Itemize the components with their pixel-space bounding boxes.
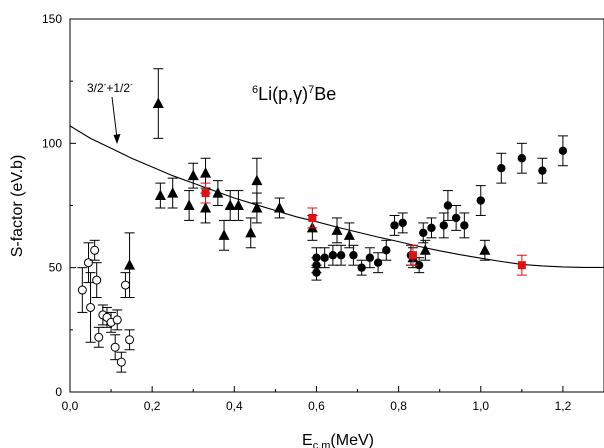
- filled-circle-point: [349, 251, 358, 260]
- filled-circle-point: [497, 164, 506, 173]
- open-circle-point: [94, 332, 104, 342]
- filled-circle-point: [382, 246, 391, 255]
- filled-circle-point: [517, 154, 527, 163]
- open-circle-point: [112, 315, 122, 325]
- y-axis-ticks: 0 50 100 150: [42, 12, 76, 399]
- triangle-point: [245, 226, 257, 238]
- triangle-point: [251, 174, 263, 186]
- triangle-point: [224, 199, 236, 210]
- open-circle-point: [90, 245, 100, 255]
- filled-circle-point: [390, 221, 399, 230]
- triangle-point: [167, 187, 179, 198]
- y-tick-label: 50: [49, 261, 63, 275]
- open-circle-point: [120, 280, 130, 290]
- triangle-point: [343, 229, 355, 240]
- filled-circle-point: [336, 251, 346, 260]
- filled-circle-point: [373, 258, 383, 267]
- triangle-point: [251, 201, 263, 213]
- annotation-arrow: [111, 96, 121, 144]
- red-square-point: [201, 189, 210, 198]
- theory-curve: [69, 125, 604, 268]
- filled-circle-point: [365, 253, 375, 262]
- filled-circle-point: [427, 223, 436, 233]
- filled-circle-point: [312, 253, 321, 262]
- curve-annotation: 3/2-+1/2-: [87, 80, 133, 95]
- open-circle-point: [116, 357, 126, 367]
- triangle-point: [479, 244, 491, 255]
- filled-circle-point: [328, 251, 338, 260]
- x-tick-label: 0,6: [308, 399, 325, 413]
- reaction-label: 6Li(p,γ)7Be: [252, 84, 336, 104]
- filled-circle-point: [398, 218, 407, 228]
- theory-curve-group: [69, 125, 604, 268]
- triangle-point: [218, 229, 230, 240]
- x-tick-label: 0,0: [62, 399, 79, 413]
- triangle-point: [212, 187, 224, 198]
- triangle-point: [232, 199, 244, 210]
- y-tick-label: 150: [42, 12, 62, 26]
- triangle-point: [124, 259, 136, 270]
- y-tick-label: 100: [42, 136, 62, 150]
- data-points-group: [77, 68, 568, 373]
- filled-circle-point: [414, 260, 424, 270]
- filled-circle-point: [357, 263, 366, 272]
- triangle-point: [187, 169, 199, 181]
- filled-circle-point: [439, 221, 448, 230]
- triangle-point: [200, 167, 212, 178]
- red-square-point: [408, 251, 417, 260]
- open-circle-point: [92, 275, 102, 285]
- open-circle-point: [110, 342, 120, 352]
- filled-circle-point: [443, 201, 453, 210]
- y-axis-label: S-factor (eV.b): [9, 155, 26, 258]
- x-tick-label: 1,0: [472, 399, 489, 413]
- open-circle-point: [125, 335, 135, 345]
- red-square-point: [308, 213, 317, 222]
- triangle-point: [154, 189, 166, 201]
- filled-circle-point: [460, 221, 469, 230]
- x-tick-label: 0,8: [390, 399, 407, 413]
- red-square-point: [517, 261, 526, 270]
- triangle-point: [200, 201, 212, 213]
- triangle-point: [183, 199, 195, 210]
- triangle-point: [152, 97, 164, 109]
- x-axis-ticks: 0,0 0,2 0,4 0,6 0,8 1,0 1,2: [62, 386, 604, 413]
- x-tick-label: 1,2: [555, 399, 572, 413]
- x-tick-label: 0,2: [144, 399, 161, 413]
- x-axis-label: Ec.m(MeV): [302, 432, 374, 448]
- filled-circle-point: [419, 228, 428, 238]
- filled-circle-point: [451, 213, 461, 223]
- open-circle-point: [77, 285, 87, 295]
- filled-circle-point: [538, 166, 547, 175]
- y-tick-label: 0: [55, 385, 62, 399]
- x-tick-label: 0,4: [226, 399, 243, 413]
- triangle-point: [273, 201, 285, 213]
- triangle-point: [419, 244, 431, 255]
- filled-circle-point: [476, 196, 485, 205]
- filled-circle-point: [558, 146, 568, 155]
- open-circle-point: [86, 302, 96, 312]
- plot-frame: [69, 18, 604, 393]
- triangle-point: [331, 224, 343, 235]
- filled-circle-point: [320, 253, 329, 262]
